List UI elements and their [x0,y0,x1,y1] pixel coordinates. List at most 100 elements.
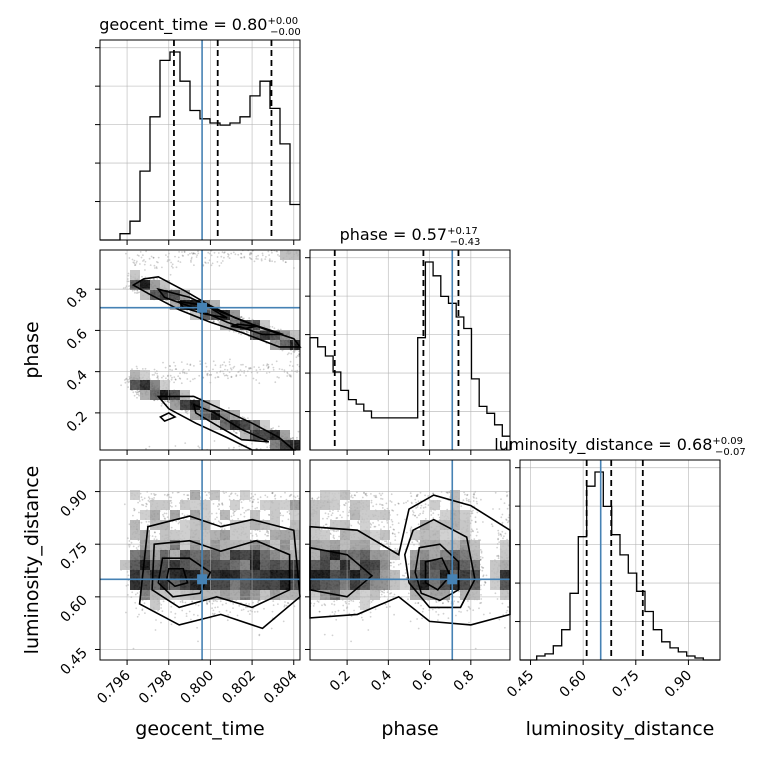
sample-point [173,361,175,364]
sample-point [267,363,270,366]
sample-point [245,602,248,605]
sample-point [144,260,147,263]
sample-point [175,520,178,523]
sample-point [257,258,259,260]
sample-point [264,533,267,536]
sample-point [301,557,303,559]
sample-point [211,262,214,265]
sample-point [268,258,271,260]
sample-point [174,612,177,615]
sample-point [301,564,303,566]
sample-point [301,343,303,345]
sample-point [301,343,303,345]
sample-point [266,363,269,366]
sample-point [249,253,251,256]
sample-point [302,250,304,252]
sample-point [131,368,133,371]
sample-point [302,576,304,578]
sample-point [237,517,240,520]
sample-point [307,348,309,350]
sample-point [302,586,304,588]
sample-point [288,374,291,376]
density-cell [160,390,170,400]
sample-point [140,521,143,524]
sample-point [262,368,265,371]
sample-point [239,256,242,259]
sample-point [253,366,256,368]
sample-point [157,256,160,259]
sample-point [239,316,242,318]
sample-point [291,369,293,372]
sample-point [182,371,184,374]
sample-point [270,627,273,630]
sample-point [151,535,154,537]
density-cell [130,270,140,280]
sample-point [153,264,156,267]
sample-point [232,367,235,369]
sample-point [301,353,303,355]
sample-point [249,367,252,369]
density-cell [150,280,160,290]
sample-point [206,373,209,376]
sample-point [184,372,186,375]
sample-point [175,368,178,370]
sample-point [166,494,169,497]
density-cell [140,380,150,390]
sample-point [128,257,131,259]
sample-point [162,515,165,518]
sample-point [243,255,246,258]
sample-point [229,367,232,370]
sample-point [216,606,219,608]
density-cell [180,400,190,410]
sample-point [190,259,192,262]
sample-point [303,519,305,521]
sample-point [193,264,195,267]
sample-point [153,494,156,497]
sample-point [184,442,187,444]
sample-point [253,260,256,263]
sample-point [218,321,221,323]
sample-point [169,368,172,371]
sample-point [301,545,303,547]
sample-point [145,520,148,523]
sample-point [125,378,127,381]
sample-point [152,256,155,259]
sample-point [277,425,280,428]
sample-point [155,266,158,268]
sample-point [302,345,304,347]
sample-point [267,534,270,537]
sample-point [189,252,191,255]
sample-point [290,375,292,378]
sample-point [237,332,240,335]
sample-point [260,258,263,260]
sample-point [242,363,244,366]
sample-point [174,616,176,619]
sample-point [134,264,137,266]
sample-point [162,361,164,364]
sample-point [302,341,304,343]
density-cell [190,300,200,310]
sample-point [171,369,174,371]
sample-point [288,510,291,512]
sample-point [303,563,305,565]
sample-point [190,261,192,263]
sample-point [302,579,304,581]
sample-point [229,611,232,613]
sample-point [128,375,131,378]
sample-point [304,515,306,517]
sample-point [138,390,141,393]
sample-point [278,368,281,370]
density-cell [210,300,220,310]
sample-point [246,330,249,333]
sample-point [307,443,309,445]
sample-point [303,252,305,254]
sample-point [301,254,303,256]
sample-point [286,375,289,377]
sample-point [217,376,220,378]
sample-point [186,363,189,365]
sample-point [188,369,190,371]
density-cell [140,370,150,380]
sample-point [132,514,134,517]
sample-point [250,497,252,500]
sample-point [182,255,185,257]
